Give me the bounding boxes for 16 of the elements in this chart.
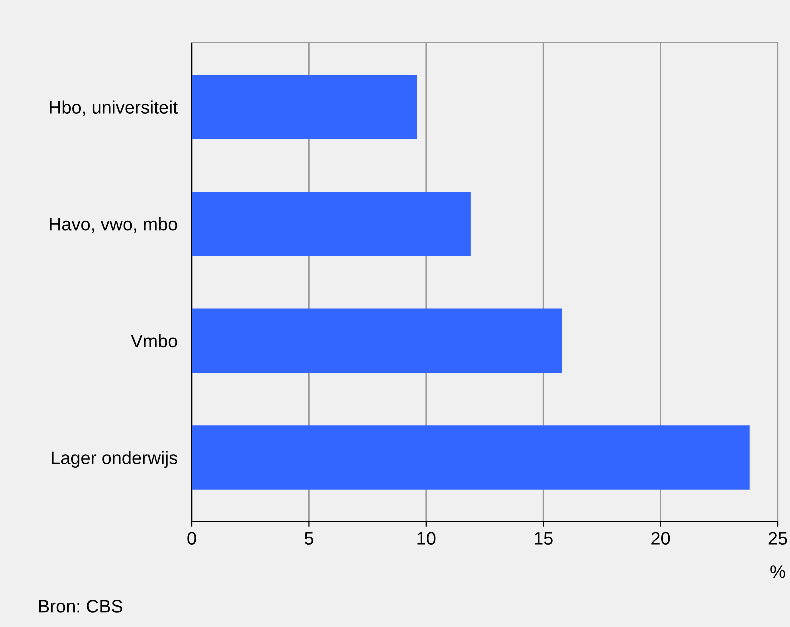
x-tick-label: 10 (418, 532, 436, 545)
x-tick-label: 5 (304, 532, 314, 545)
text: Bron: CBS (39, 600, 122, 613)
y-tick-label: Havo, vwo, mbo (50, 218, 178, 233)
x-tick-label: 25 (768, 532, 788, 545)
x-axis-title: % (770, 566, 786, 578)
bar (192, 308, 562, 374)
y-tick-label: Lager onderwijs (52, 451, 178, 468)
x-tick-label: 20 (652, 532, 670, 545)
x-tick-label: 15 (534, 532, 553, 545)
y-tick-label: Hbo, universiteit (50, 100, 178, 116)
bar (192, 192, 471, 256)
y-tick-label: Vmbo (131, 334, 178, 348)
bar (192, 426, 750, 490)
bar (192, 75, 418, 140)
x-tick-label: 0 (188, 532, 196, 545)
